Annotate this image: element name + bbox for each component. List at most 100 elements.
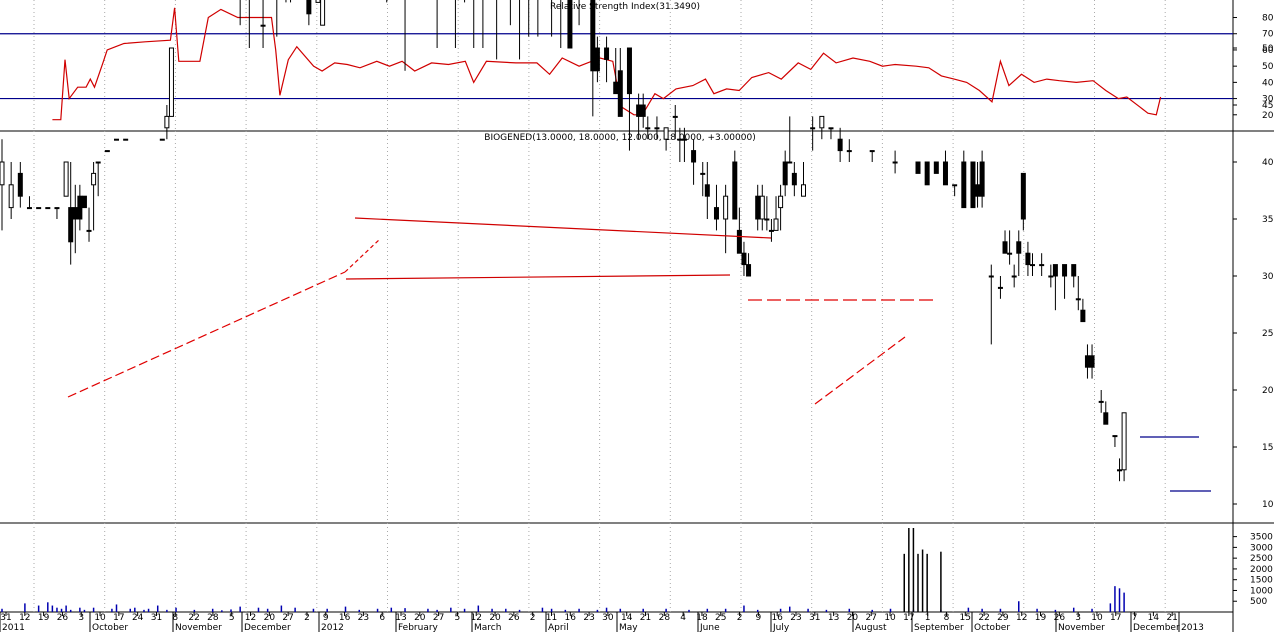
price-candle	[952, 184, 958, 197]
rsi-title: Relative Strength Index(31.3490)	[550, 2, 700, 12]
price-candle	[248, 0, 250, 48]
y-tick-label: 3500	[1250, 533, 1273, 543]
x-day-label: 17	[113, 613, 124, 623]
price-candle	[159, 138, 165, 141]
price-candle	[68, 162, 74, 265]
price-candle	[791, 162, 797, 197]
price-candle	[764, 196, 770, 231]
price-candle	[613, 48, 619, 95]
y-tick-label: 80	[1262, 14, 1274, 24]
price-candle	[560, 0, 562, 48]
price-candle	[1103, 401, 1109, 425]
price-candle	[732, 150, 738, 220]
x-month-label: June	[699, 623, 720, 632]
price-candle	[36, 207, 42, 210]
x-day-label: 31	[809, 613, 820, 623]
price-candle	[924, 161, 930, 186]
x-day-label: 26	[57, 613, 69, 623]
price-candle	[168, 47, 174, 117]
price-candle	[933, 161, 939, 174]
price-candle	[810, 116, 816, 151]
x-day-label: 5	[455, 613, 461, 623]
x-day-label: 17	[1110, 613, 1121, 623]
x-day-label: 18	[696, 613, 708, 623]
x-day-label: 20	[414, 613, 426, 623]
trendline-rising-2	[814, 336, 906, 405]
y-tick-label: 40	[1262, 158, 1274, 168]
price-candle	[1075, 276, 1081, 311]
price-panel: BIOGENED(13.0000, 18.0000, 12.0000, 18.0…	[0, 0, 1274, 524]
price-candle	[17, 162, 23, 208]
x-day-label: 3	[1075, 613, 1081, 623]
x-day-label: 16	[339, 613, 351, 623]
x-day-label: 22	[188, 613, 199, 623]
y-tick-label: 15	[1262, 443, 1273, 453]
price-candle	[691, 139, 697, 185]
price-candle	[1048, 264, 1054, 288]
trendlines	[67, 217, 1211, 492]
y-tick-label: 35	[1262, 215, 1273, 225]
y-tick-label: 45	[1262, 101, 1273, 111]
price-candle	[787, 116, 793, 164]
y-tick-label: 20	[1262, 386, 1274, 396]
price-candle	[320, 0, 326, 26]
x-day-label: 16	[771, 613, 783, 623]
price-candle	[782, 150, 788, 197]
price-candle	[915, 161, 921, 174]
y-tick-label: 50	[1262, 44, 1274, 54]
price-candle	[528, 0, 530, 37]
y-tick-label: 30	[1262, 272, 1274, 282]
x-month-label: November	[175, 623, 222, 632]
price-candle	[636, 93, 642, 140]
x-day-label: 31	[151, 613, 162, 623]
x-day-label: 4	[680, 613, 686, 623]
price-candle	[594, 36, 600, 83]
price-title: BIOGENED(13.0000, 18.0000, 12.0000, 18.0…	[484, 133, 755, 143]
x-day-label: 21	[640, 613, 651, 623]
x-day-label: 12	[245, 613, 256, 623]
price-candle	[590, 0, 596, 117]
price-y-axis: 10152025303540455055606570	[1233, 44, 1274, 510]
x-day-label: 14	[621, 613, 633, 623]
price-candle	[1039, 253, 1045, 276]
price-candle	[95, 161, 101, 197]
price-candle	[654, 116, 660, 140]
x-month-label: October	[92, 623, 128, 632]
y-tick-label: 3000	[1250, 543, 1273, 553]
price-candle	[773, 196, 779, 231]
price-candle	[482, 0, 484, 48]
y-tick-label: 2000	[1250, 565, 1273, 575]
x-day-label: 11	[546, 613, 557, 623]
x-day-label: 12	[1016, 613, 1027, 623]
price-candle	[551, 0, 553, 37]
x-day-label: 12	[471, 613, 482, 623]
price-candle	[276, 0, 278, 37]
price-candle	[846, 139, 852, 162]
x-day-label: 10	[884, 613, 896, 623]
x-day-label: 23	[790, 613, 801, 623]
price-candle	[755, 184, 761, 231]
x-day-label: 24	[132, 613, 144, 623]
price-candle	[1020, 172, 1026, 231]
price-candle	[975, 162, 981, 208]
price-candle	[290, 0, 292, 3]
price-candle	[892, 150, 898, 174]
price-candle	[436, 0, 438, 48]
price-candle	[645, 116, 651, 140]
price-candle	[713, 184, 719, 231]
x-month-label: 2012	[321, 623, 344, 632]
price-candle	[77, 184, 83, 231]
price-candle	[1011, 264, 1017, 288]
trendline-lower-channel	[345, 274, 731, 280]
y-tick-label: 2500	[1250, 554, 1273, 564]
price-candle	[86, 207, 92, 242]
trendline-rising-1b	[344, 238, 381, 273]
price-candle	[537, 0, 539, 37]
x-day-label: 1	[925, 613, 931, 623]
price-candle	[663, 127, 669, 151]
x-day-label: 2	[530, 613, 536, 623]
